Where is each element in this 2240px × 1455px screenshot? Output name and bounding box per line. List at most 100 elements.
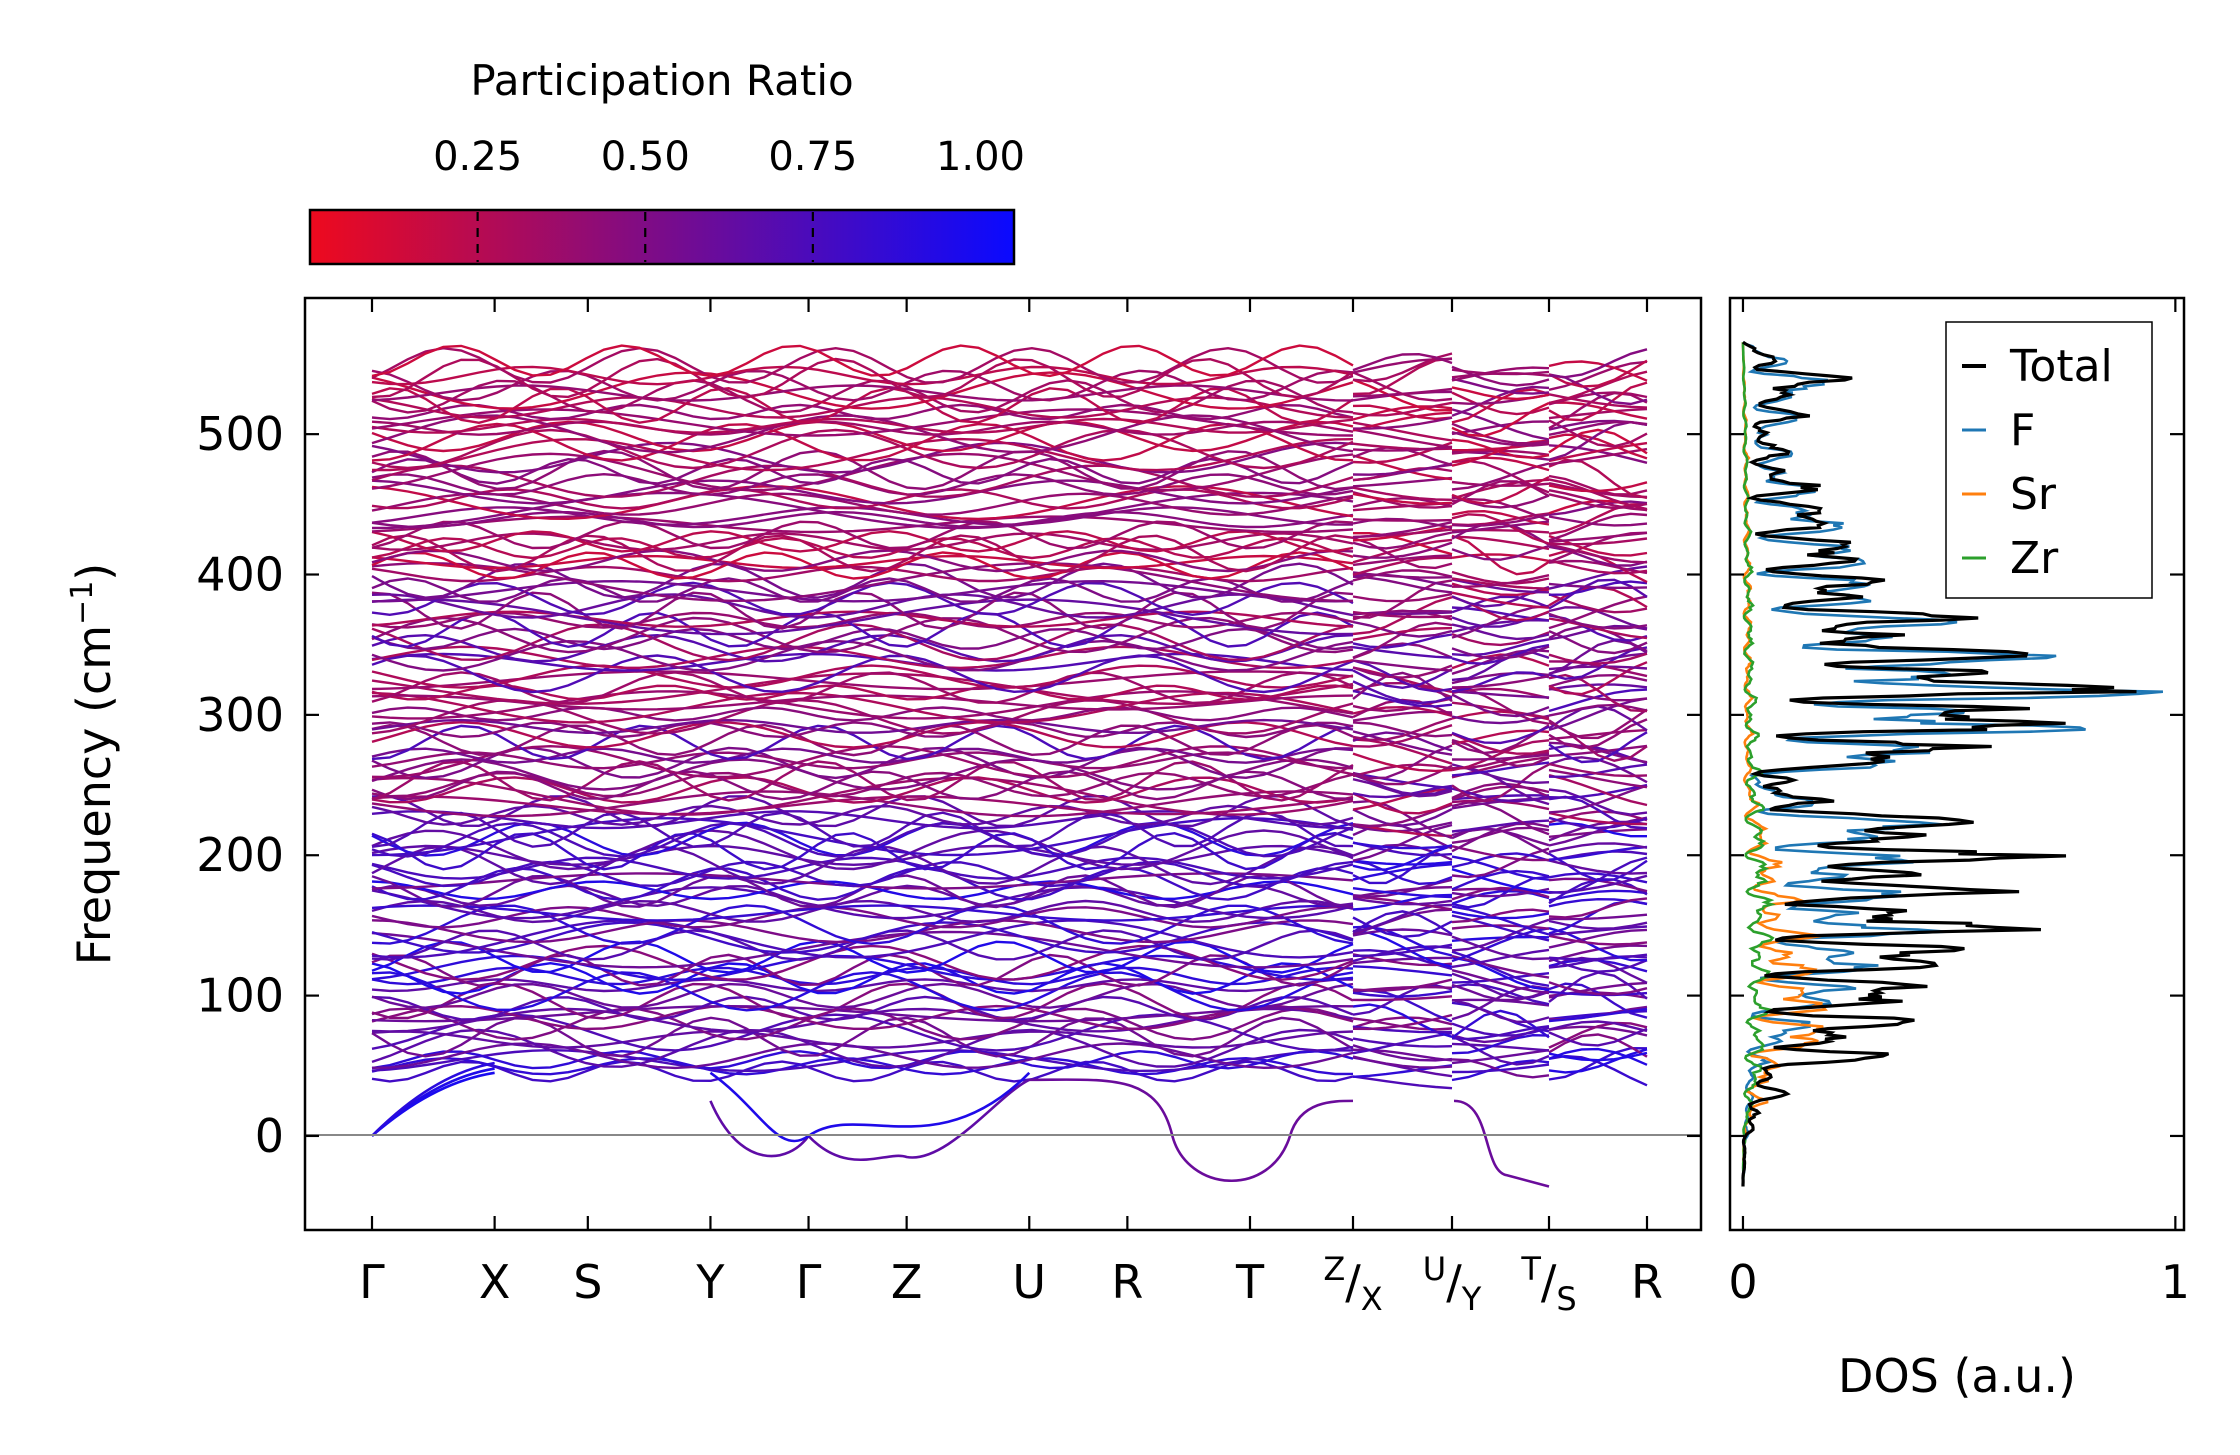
band-y-axis: 0 100 200 300 400 500 [196,407,1701,1163]
phonon-band [371,905,1354,929]
phonon-band [1352,843,1453,871]
phonon-band [371,654,1354,694]
band-x-tick-label: R [1111,1255,1143,1309]
y-axis-label-sup: −1 [65,581,100,625]
phonon-band [371,464,1354,499]
phonon-band [1352,984,1453,1016]
band-plot-frame [303,296,1703,1232]
phonon-band [1352,1013,1453,1031]
phonon-band [1451,1063,1550,1074]
dos-line-zr [1741,342,1777,1187]
phonon-band [1352,928,1453,937]
phonon-band [1352,1075,1453,1090]
phonon-band [371,899,1354,924]
phonon-band [1451,570,1550,585]
phonon-band [371,1030,1354,1049]
phonon-band [1451,595,1550,614]
phonon-band [1352,752,1453,773]
phonon-band [1451,430,1550,447]
phonon-band [1548,360,1648,391]
phonon-band [1352,596,1453,636]
phonon-band [371,904,1354,922]
phonon-band [371,408,1354,437]
band-x-tick-label: T/S [1520,1250,1576,1318]
phonon-band [1352,620,1453,638]
phonon-band [1451,1059,1550,1082]
phonon-band [371,982,1354,1020]
phonon-band [1352,1055,1453,1069]
band-x-tick-label: Γ [359,1255,385,1309]
phonon-band [1451,385,1550,417]
phonon-band [1548,1051,1648,1062]
phonon-band [1352,646,1453,659]
phonon-band [1451,438,1550,459]
y-axis-label: Frequency (cm−1) [65,563,121,966]
phonon-band [1451,456,1550,472]
phonon-band [1548,652,1648,665]
phonon-band [1352,462,1453,476]
phonon-band [1352,445,1453,452]
band-x-tick-label-main: / [1541,1255,1557,1309]
phonon-band [1451,935,1550,961]
phonon-band [371,365,1354,386]
phonon-band [1548,348,1648,379]
phonon-band [1548,401,1648,420]
phonon-band [371,691,1354,724]
phonon-band [371,449,1354,491]
phonon-band [1352,724,1453,748]
colorbar-ticks [476,212,814,262]
phonon-band [1548,783,1648,799]
phonon-band [371,966,1354,986]
acoustic-band [371,1067,495,1137]
dos-legend: Total F Sr Zr [1945,321,2153,599]
phonon-band [1352,659,1453,693]
colorbar-gradient [308,208,1016,266]
phonon-band [1451,868,1550,894]
phonon-band [1353,532,1453,556]
phonon-band [1451,578,1550,594]
phonon-band [1451,690,1550,699]
phonon-band [1352,808,1453,827]
phonon-band [371,829,1354,871]
phonon-band [1548,816,1648,847]
phonon-band [1548,708,1648,740]
phonon-band [371,1048,1354,1073]
phonon-band [1548,660,1648,678]
phonon-band [371,690,1354,720]
phonon-band [1352,476,1453,488]
colorbar-tick-labels: 0.25 0.50 0.75 1.00 [433,134,1025,180]
legend-label: Sr [2010,469,2057,520]
phonon-band [1451,782,1550,800]
band-x-axis: Γ X S Y Γ Z U R T Z/XU/YT/S R [359,298,1663,1318]
phonon-band [1451,725,1550,745]
phonon-band [371,845,1354,886]
phonon-band [1451,954,1550,979]
phonon-band [1352,764,1453,786]
phonon-band [1451,822,1550,853]
phonon-band [371,790,1354,818]
phonon-band [1451,693,1550,718]
phonon-band [1451,638,1550,657]
phonon-band [1548,688,1648,713]
phonon-band [1451,1042,1550,1052]
phonon-band [1352,371,1453,402]
band-x-tick-label-sup: Z [1323,1250,1345,1288]
phonon-band [371,720,1354,749]
phonon-band [1548,982,1648,1019]
phonon-band [1451,1033,1550,1055]
phonon-band [1451,969,1550,995]
phonon-band [371,581,1354,617]
phonon-band [1352,428,1453,449]
phonon-band [371,593,1354,619]
phonon-band [1548,889,1648,902]
colorbar-tick-label: 1.00 [936,134,1025,180]
phonon-band [1352,571,1453,579]
band-x-tick-label-main: / [1345,1255,1361,1309]
phonon-band [371,866,1354,901]
phonon-band [371,758,1354,791]
phonon-band [1548,612,1648,630]
phonon-band [1451,365,1550,387]
phonon-band [1548,578,1648,610]
dos-y-ticks [1730,433,2184,1138]
